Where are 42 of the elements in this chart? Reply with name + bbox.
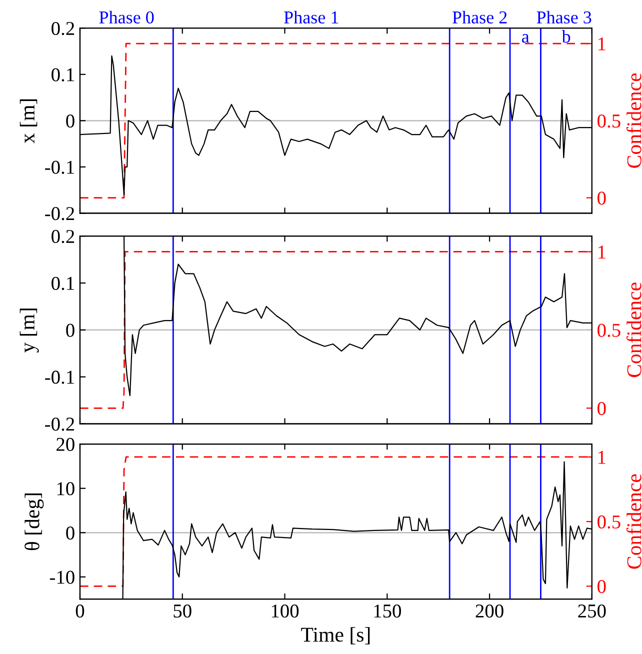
y-tick-label: -0.2 — [45, 207, 74, 220]
y-axis-title: θ [deg] — [24, 494, 44, 550]
text: Phase 2 — [452, 10, 507, 24]
x-tick-label: 100 — [272, 604, 299, 618]
y2-tick-label: 0 — [598, 580, 606, 594]
y2-tick-label: 0 — [598, 192, 606, 205]
y2-tick-label: 0 — [598, 402, 606, 416]
y2-tick-label: 0.5 — [598, 324, 620, 337]
y-tick-label: 0 — [66, 114, 74, 128]
y2-axis-title: Confidence — [626, 474, 642, 569]
y-tick-label: 0 — [66, 526, 74, 540]
x-axis-title: Time [s] — [301, 627, 370, 644]
x-tick-label: 150 — [374, 604, 401, 618]
x-tick-label: 50 — [174, 604, 192, 618]
text: Phase 1 — [284, 10, 338, 24]
y-axis-title: y [m] — [20, 308, 39, 353]
y-axis-title: x [m] — [20, 99, 38, 144]
x-tick-label: 250 — [578, 604, 606, 618]
y2-tick-label: 0.5 — [598, 515, 620, 529]
y-tick-label: 20 — [56, 438, 74, 452]
y-tick-label: -10 — [50, 570, 74, 584]
y2-tick-label: 0.5 — [598, 114, 620, 128]
y-tick-label: -0.2 — [45, 418, 74, 431]
y-tick-label: 10 — [57, 482, 74, 496]
y2-axis-title: Confidence — [626, 282, 642, 378]
annotation: a — [522, 34, 530, 43]
y-tick-label: 0.2 — [52, 230, 74, 244]
y-tick-label: 0.2 — [52, 22, 74, 36]
y-tick-label: 0.1 — [52, 276, 74, 290]
y-tick-label: -0.1 — [45, 370, 74, 384]
y2-tick-label: 1 — [598, 246, 606, 258]
y2-tick-label: 1 — [598, 450, 606, 464]
y-tick-label: -0.1 — [45, 160, 74, 174]
annotation: b — [562, 30, 570, 43]
y2-tick-label: 1 — [598, 37, 606, 50]
text: Phase 3 — [536, 10, 592, 24]
x-tick-label: 0 — [76, 604, 84, 618]
y-tick-label: 0 — [66, 324, 74, 337]
x-tick-label: 200 — [476, 604, 504, 618]
y2-axis-title: Confidence — [626, 73, 642, 168]
y-tick-label: 0.1 — [52, 68, 74, 82]
text: Phase 0 — [99, 10, 154, 24]
